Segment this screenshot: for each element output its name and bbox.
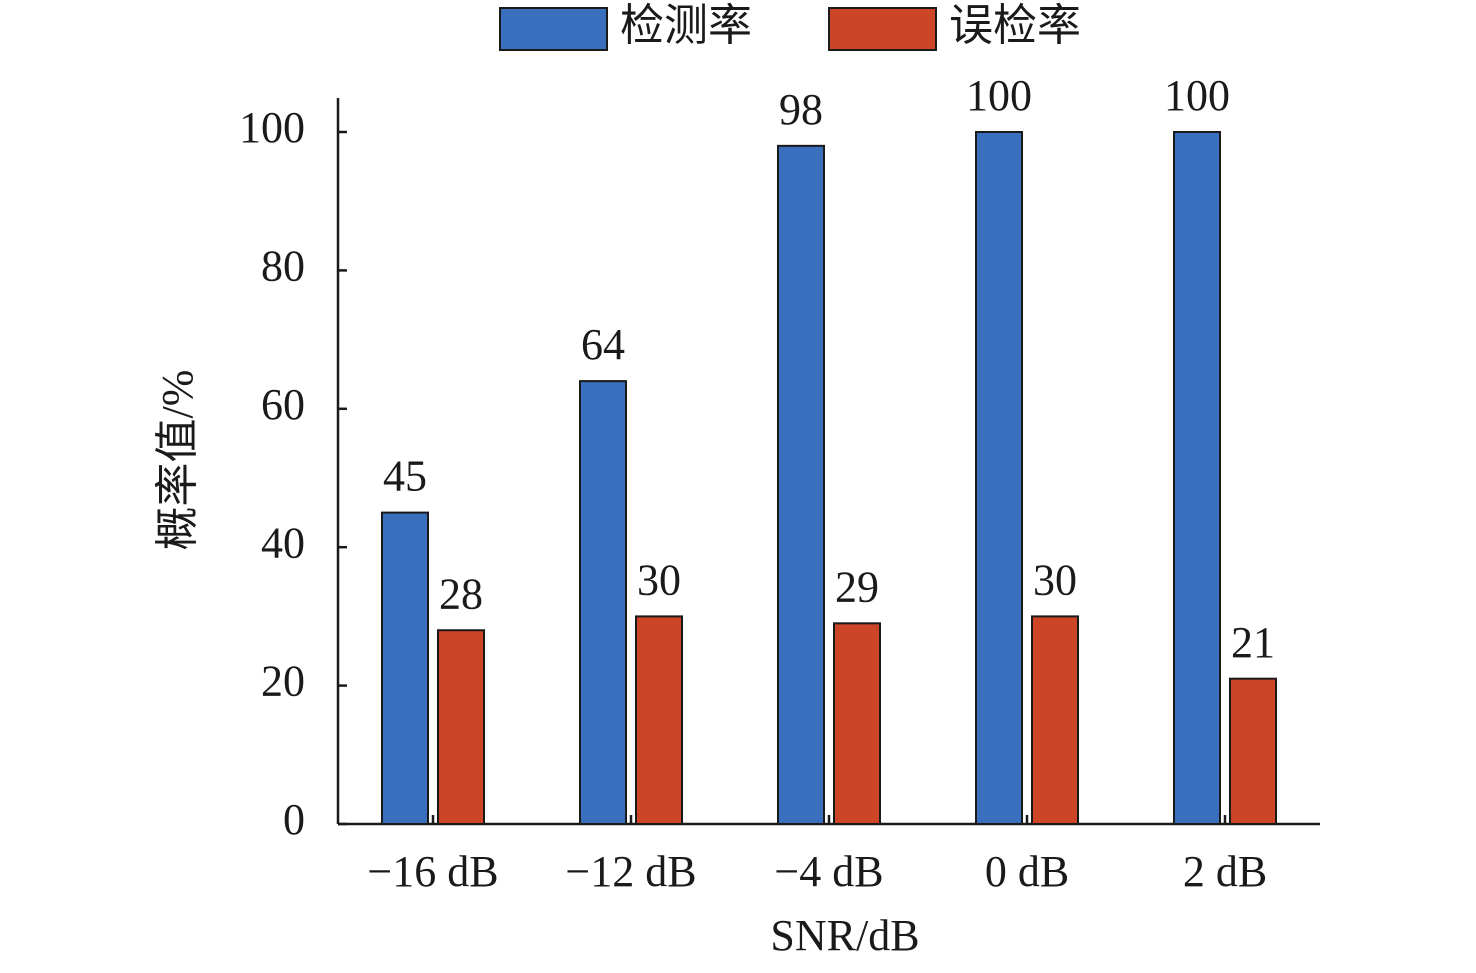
bar [833, 622, 881, 825]
y-axis-label: 概率值/% [153, 370, 202, 551]
x-tick-label: 2 dB [1183, 847, 1267, 896]
bar [1173, 131, 1221, 825]
value-label: 100 [966, 71, 1032, 120]
y-tick-label: 40 [261, 518, 305, 567]
bar [1229, 677, 1277, 825]
legend-swatch [499, 7, 608, 51]
legend-label: 误检率 [949, 1, 1081, 50]
x-tick-label: −4 dB [774, 847, 883, 896]
value-label: 28 [439, 569, 483, 618]
x-tick-label: −16 dB [367, 847, 498, 896]
bar [381, 511, 429, 825]
bar [635, 615, 683, 826]
legend-swatch [828, 7, 937, 51]
bar [579, 380, 627, 825]
y-tick-label: 0 [283, 795, 305, 844]
value-label: 30 [637, 555, 681, 604]
value-label: 29 [835, 562, 879, 611]
value-label: 98 [779, 85, 823, 134]
value-label: 21 [1231, 618, 1275, 667]
bar [777, 144, 825, 825]
value-label: 30 [1033, 555, 1077, 604]
value-label: 100 [1164, 71, 1230, 120]
legend-label: 检测率 [620, 1, 752, 50]
bar [975, 131, 1023, 825]
x-axis-label: SNR/dB [770, 911, 919, 960]
x-tick-label: 0 dB [985, 847, 1069, 896]
y-tick-label: 60 [261, 380, 305, 429]
y-tick-label: 80 [261, 241, 305, 290]
value-label: 64 [581, 320, 625, 369]
x-tick-label: −12 dB [565, 847, 696, 896]
y-tick-label: 100 [239, 103, 305, 152]
y-tick-label: 20 [261, 657, 305, 706]
bar [437, 629, 485, 825]
bar [1031, 615, 1079, 826]
value-label: 45 [383, 452, 427, 501]
